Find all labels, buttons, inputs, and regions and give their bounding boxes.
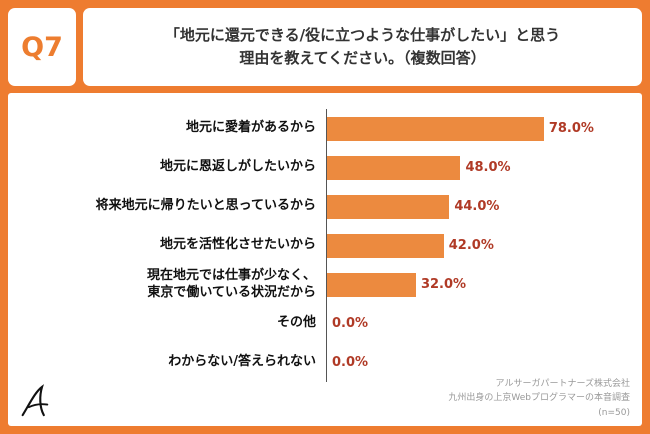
value-label: 0.0%: [332, 355, 369, 370]
chart-row: 現在地元では仕事が少なく、 東京で働いている状況だから 32.0%: [8, 265, 636, 304]
bar: [327, 272, 416, 297]
chart-row: わからない/答えられない 0.0%: [8, 343, 636, 382]
bar: [327, 155, 461, 180]
page-title: 「地元に還元できる/役に立つような仕事がしたい」と思う 理由を教えてください。（…: [83, 8, 642, 86]
source-attribution: アルサーガパートナーズ株式会社 九州出身の上京Webプログラマーの本音調査 (n…: [448, 377, 630, 420]
bar: [327, 233, 444, 258]
category-label: 地元に恩返しがしたいから: [159, 159, 316, 175]
bar-chart: 地元に愛着があるから 78.0% 地元に恩返しがしたいから 48.0% 将来地元…: [8, 93, 642, 426]
question-number-badge: Q7: [8, 8, 76, 86]
value-label: 48.0%: [465, 160, 511, 175]
company-logo-a-icon: [20, 384, 50, 422]
header: Q7 「地元に還元できる/役に立つような仕事がしたい」と思う 理由を教えてくださ…: [8, 8, 642, 86]
value-label: 44.0%: [454, 199, 500, 214]
source-line: アルサーガパートナーズ株式会社: [495, 378, 630, 389]
chart-row: その他 0.0%: [8, 304, 636, 343]
chart-row: 地元に恩返しがしたいから 48.0%: [8, 148, 636, 187]
value-label: 32.0%: [420, 277, 467, 292]
category-label: 地元に愛着があるから: [185, 120, 316, 136]
value-label: 0.0%: [332, 316, 369, 331]
bar-track: 48.0%: [326, 148, 636, 187]
bar: [327, 194, 450, 219]
chart-row: 将来地元に帰りたいと思っているから 44.0%: [8, 187, 636, 226]
source-line: (n=50): [598, 407, 630, 418]
bar-track: 0.0%: [326, 343, 636, 382]
bar: [327, 116, 544, 141]
value-label: 42.0%: [448, 238, 494, 253]
source-line: 九州出身の上京Webプログラマーの本音調査: [448, 393, 630, 404]
category-label: わからない/答えられない: [168, 354, 316, 370]
bar-track: 0.0%: [326, 304, 636, 343]
category-label: 将来地元に帰りたいと思っているから: [95, 198, 316, 214]
bar-track: 78.0%: [326, 109, 636, 148]
bar-track: 32.0%: [326, 265, 636, 304]
category-label: その他: [276, 315, 316, 331]
chart-row: 地元に愛着があるから 78.0%: [8, 109, 636, 148]
category-label: 現在地元では仕事が少なく、 東京で働いている状況だから: [146, 268, 316, 300]
category-label: 地元を活性化させたいから: [159, 237, 316, 253]
value-label: 78.0%: [548, 121, 594, 136]
bar-track: 44.0%: [326, 187, 636, 226]
chart-row: 地元を活性化させたいから 42.0%: [8, 226, 636, 265]
bar-track: 42.0%: [326, 226, 636, 265]
